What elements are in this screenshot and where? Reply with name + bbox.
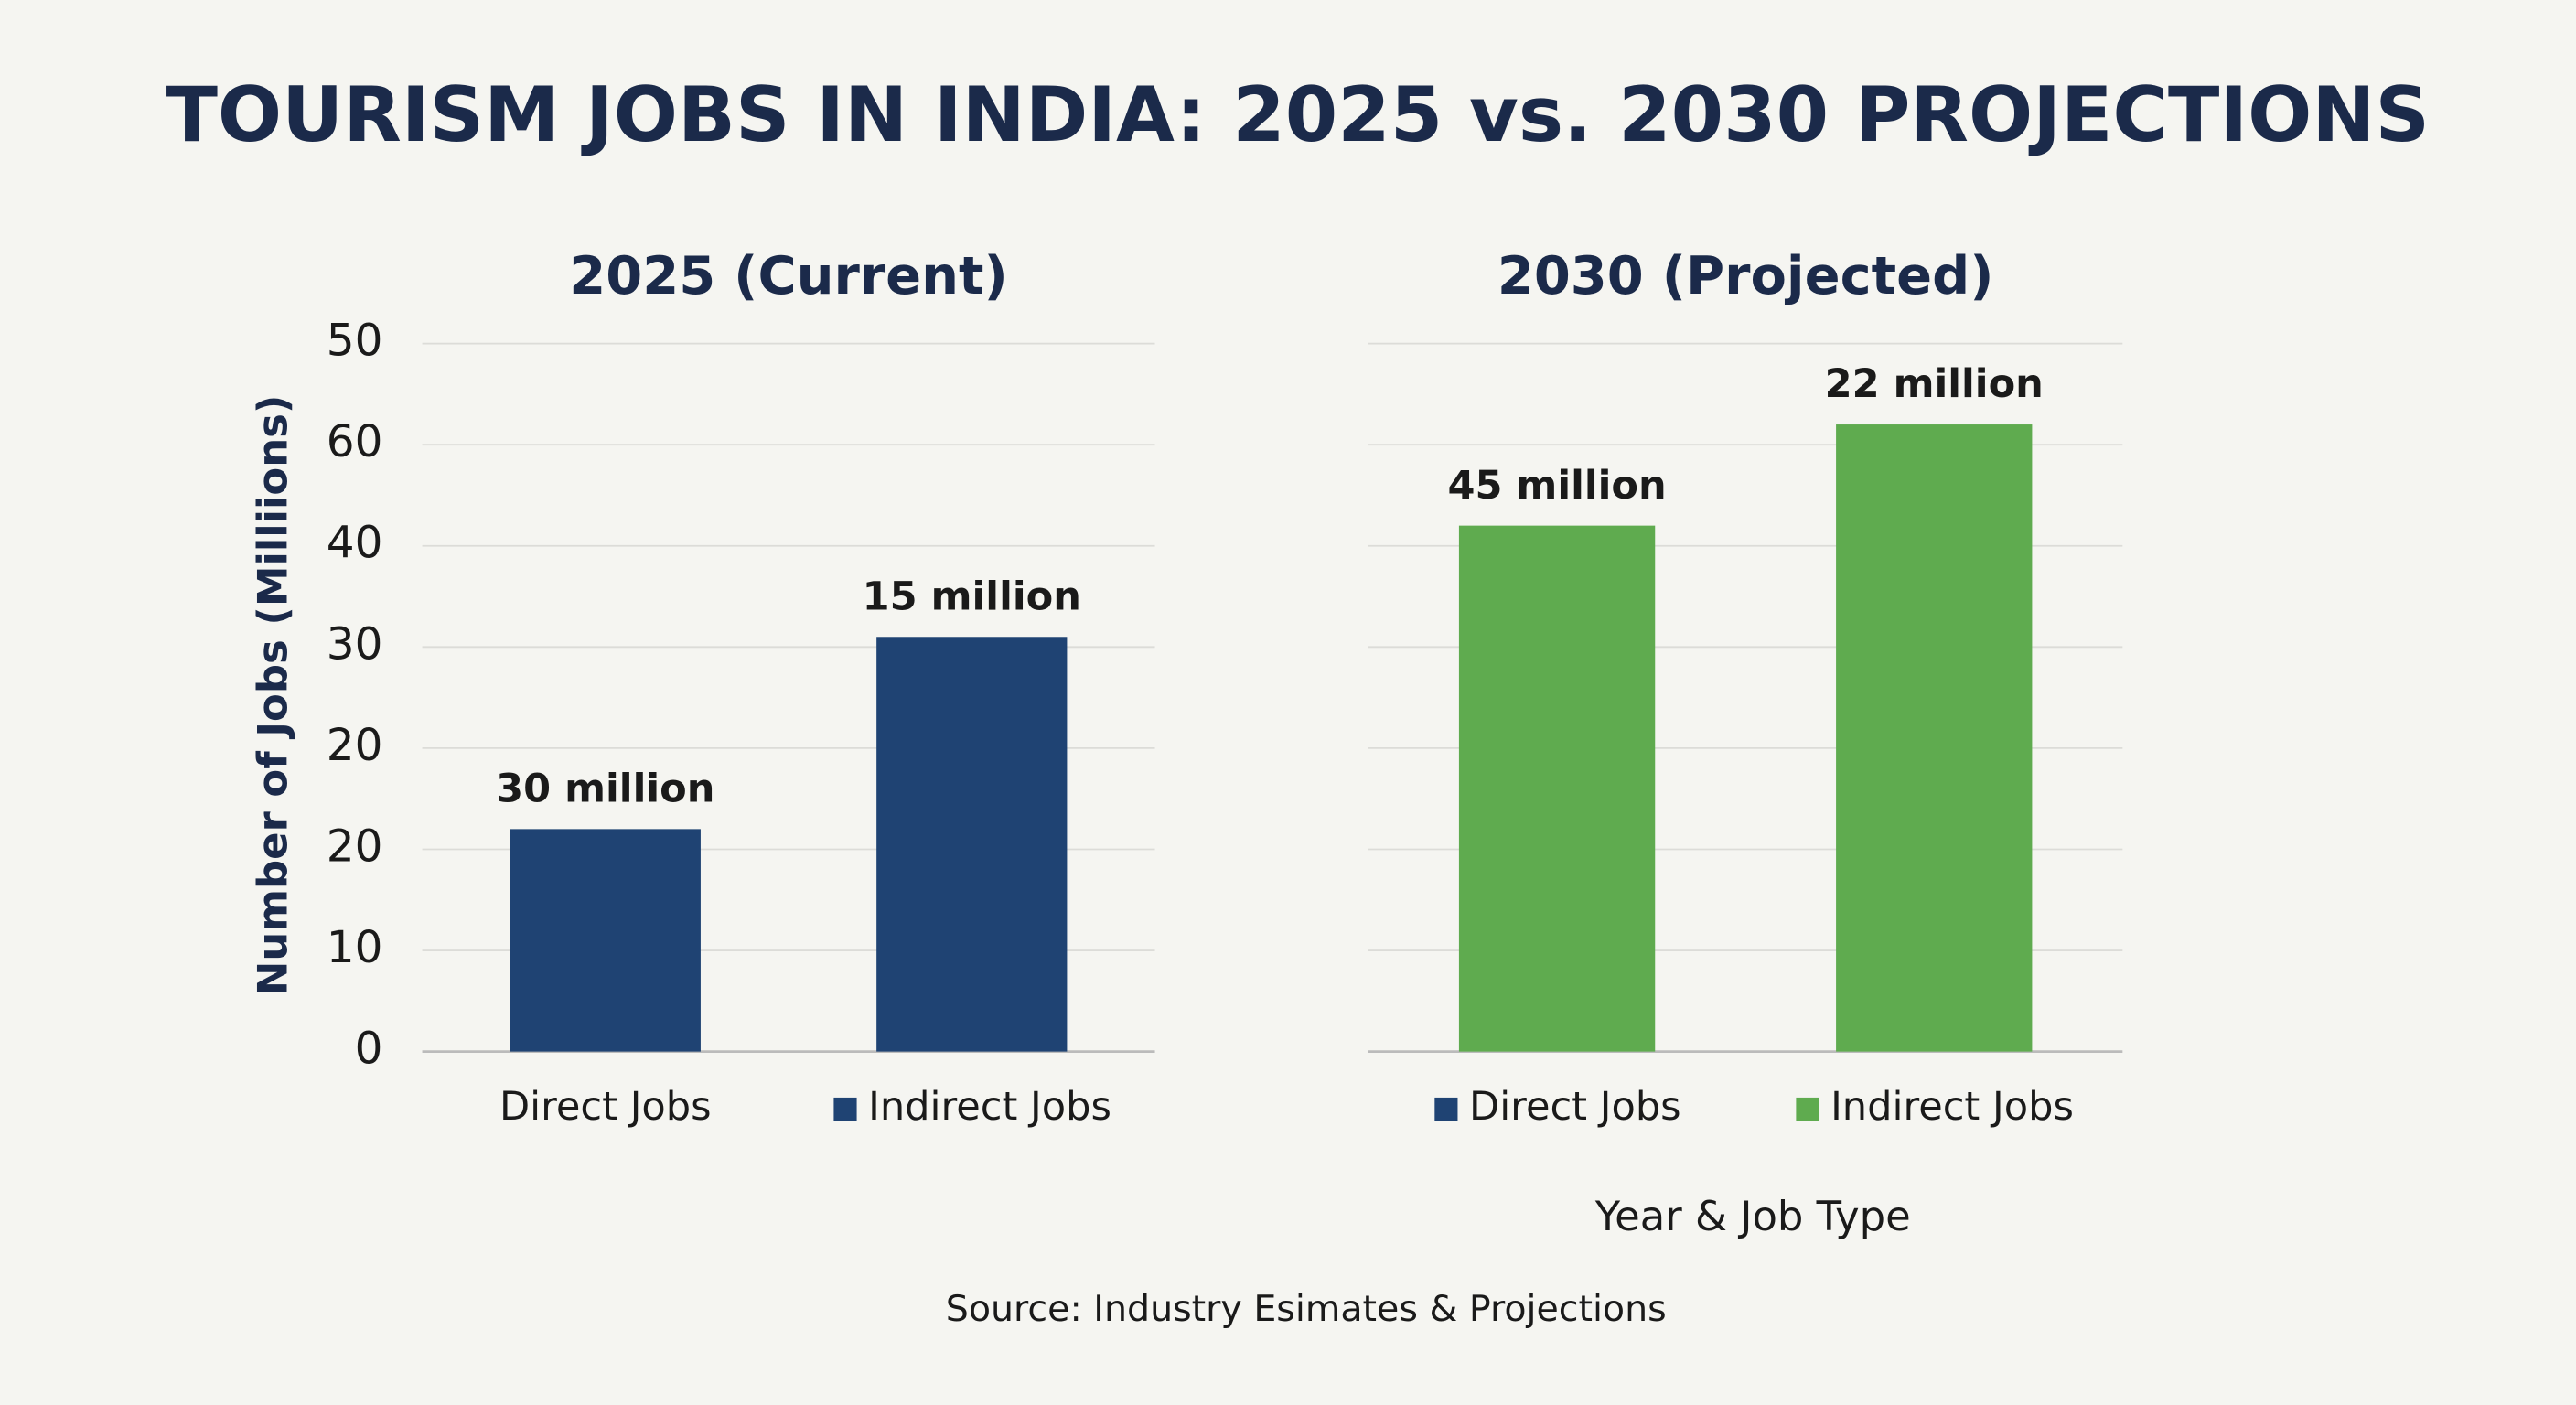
y-tick-label: 60 — [327, 416, 383, 467]
source: Source: Industry Esimates & Projections — [946, 1288, 1667, 1330]
bar — [510, 829, 701, 1052]
y-axis-label: Number of Jobs (Milliions) — [249, 395, 297, 996]
bar-annotation: 22 million — [1825, 361, 2044, 407]
y-tick-label: 50 — [327, 316, 383, 367]
y-tick-label: 10 — [327, 922, 383, 973]
x-tick-label: Indirect Jobs — [1830, 1084, 2074, 1130]
bar-annotation: 45 million — [1447, 463, 1666, 509]
bar — [1458, 525, 1656, 1052]
chart-title: 2030 (Projected) — [1497, 245, 1994, 306]
x-tick-label: Direct Jobs — [499, 1084, 712, 1130]
bar-annotation: 30 million — [496, 767, 714, 812]
category-marker — [1434, 1097, 1458, 1121]
bar — [876, 637, 1068, 1052]
y-tick-label: 0 — [355, 1024, 383, 1075]
page-title: TOURISM JOBS IN INDIA: 2025 vs. 2030 PRO… — [166, 71, 2430, 159]
x-tick-label: Direct Jobs — [1469, 1084, 1681, 1130]
y-tick-label: 30 — [327, 618, 383, 670]
chart-title: 2025 (Current) — [569, 245, 1008, 306]
bar-annotation: 15 million — [863, 574, 1081, 619]
y-tick-label: 20 — [327, 820, 383, 872]
x-axis-label: Year & Job Type — [1594, 1192, 1911, 1240]
y-tick-label: 20 — [327, 720, 383, 771]
y-tick-label: 40 — [327, 518, 383, 569]
category-marker — [833, 1097, 857, 1121]
category-marker — [1796, 1097, 1819, 1121]
bar — [1836, 424, 2033, 1052]
x-tick-label: Indirect Jobs — [868, 1084, 1111, 1130]
